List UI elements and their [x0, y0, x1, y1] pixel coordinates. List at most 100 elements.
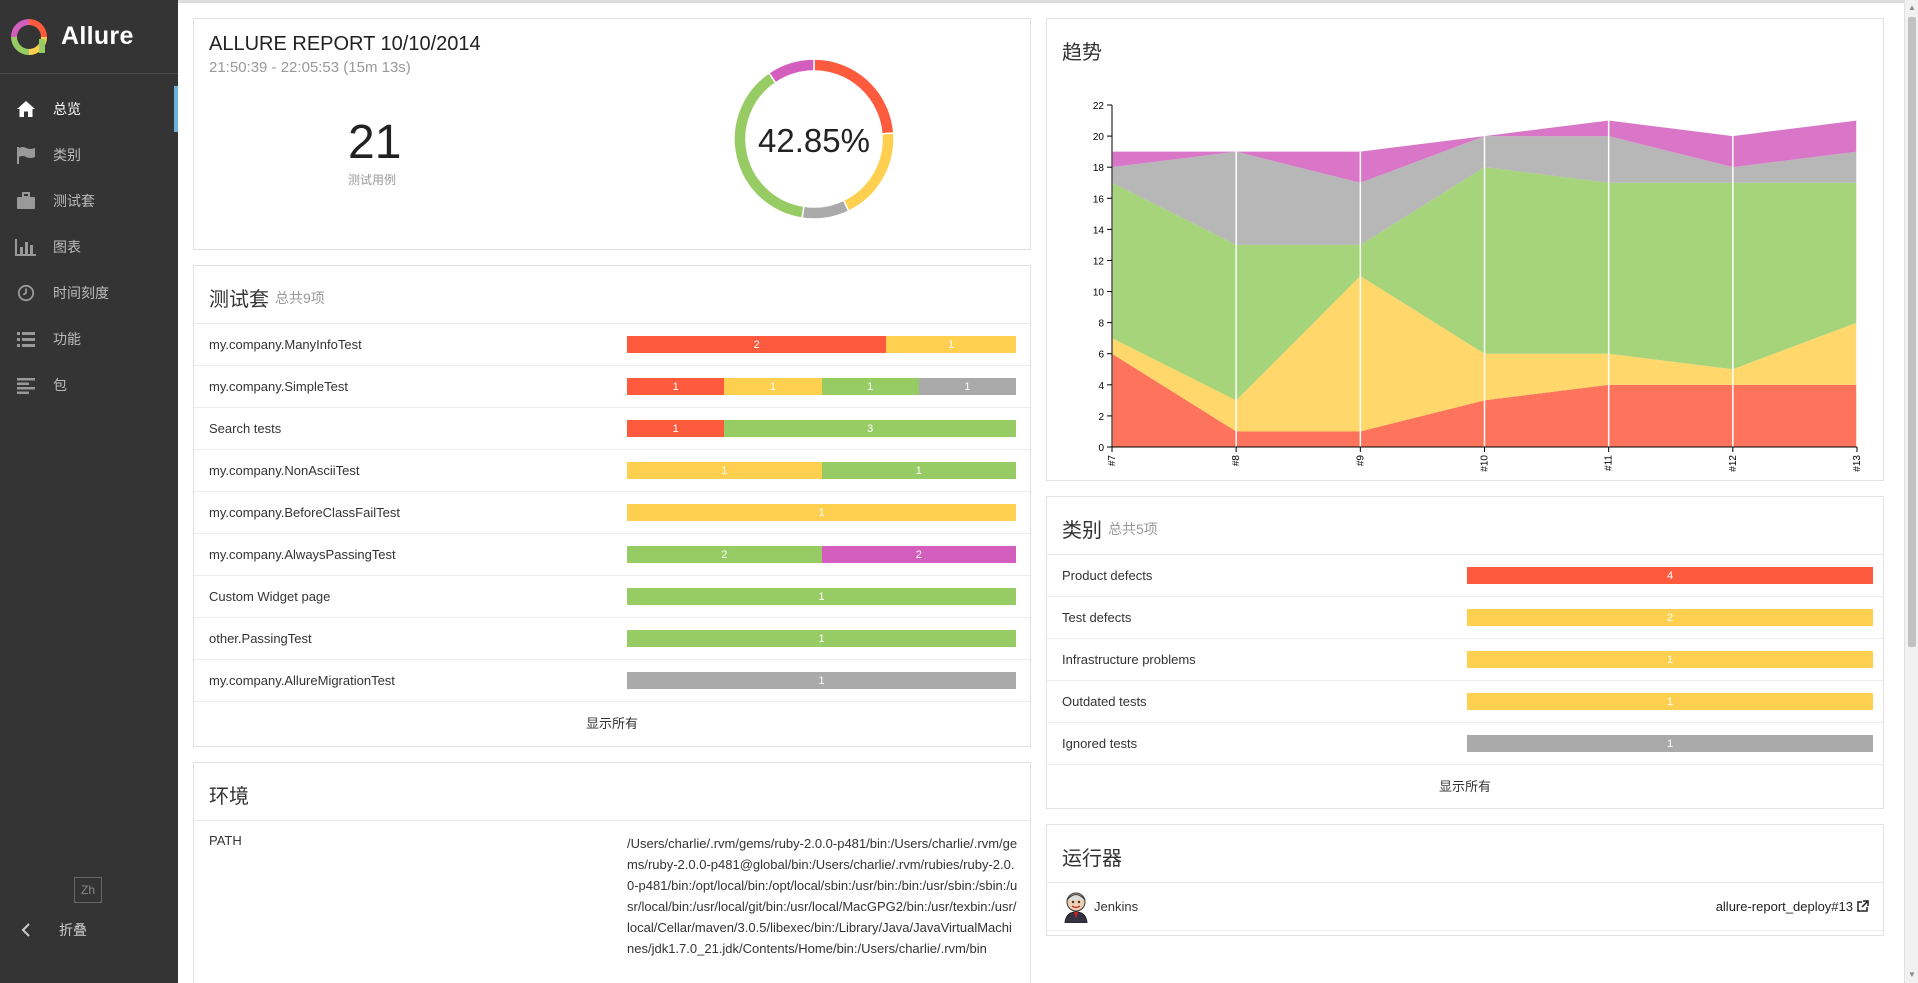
- environment-title: 环境: [194, 763, 1030, 821]
- nav-label: 类别: [53, 147, 81, 163]
- categories-row-name: Infrastructure problems: [1062, 652, 1196, 667]
- nav-label: 包: [53, 377, 67, 393]
- trend-area-unknown[interactable]: [1112, 120, 1857, 183]
- executors-title-text: 运行器: [1062, 848, 1122, 870]
- language-button[interactable]: Zh: [74, 877, 102, 903]
- nav-item-packages[interactable]: 包: [0, 362, 178, 408]
- nav-item-timeline[interactable]: 时间刻度: [0, 270, 178, 316]
- categories-row[interactable]: Infrastructure problems 1: [1047, 639, 1883, 681]
- suites-row[interactable]: other.PassingTest 1: [194, 618, 1030, 660]
- suites-row[interactable]: my.company.ManyInfoTest 2 1: [194, 324, 1030, 366]
- suites-row[interactable]: Search tests 1 3: [194, 408, 1030, 450]
- y-tick-label: 4: [1098, 381, 1104, 392]
- nav-item-behaviors[interactable]: 功能: [0, 316, 178, 362]
- clock-icon: [15, 283, 37, 303]
- status-segment-failed: 4: [1467, 567, 1873, 584]
- allure-logo-icon: [11, 18, 47, 55]
- external-link-icon: [1857, 900, 1869, 912]
- y-tick-label: 18: [1093, 163, 1105, 174]
- suites-show-all-link[interactable]: 显示所有: [585, 715, 638, 731]
- categories-title: 类别 总共5项: [1047, 497, 1883, 555]
- status-segment-failed: 1: [627, 420, 725, 437]
- x-tick-label: #11: [1604, 455, 1615, 471]
- suites-row[interactable]: my.company.NonAsciiTest 1 1: [194, 450, 1030, 492]
- main-content: ALLURE REPORT 10/10/2014 21:50:39 - 22:0…: [178, 0, 1918, 983]
- status-segment-broken: 1: [886, 336, 1016, 353]
- executors-title: 运行器: [1047, 825, 1883, 883]
- status-segment-skipped: 1: [627, 672, 1016, 689]
- trend-title: 趋势: [1047, 19, 1883, 77]
- status-segment-unknown: 2: [821, 546, 1016, 563]
- y-tick-label: 0: [1098, 443, 1104, 454]
- categories-row-name: Ignored tests: [1062, 736, 1138, 751]
- suites-row[interactable]: my.company.BeforeClassFailTest 1: [194, 492, 1030, 534]
- nav-item-categories[interactable]: 类别: [0, 132, 178, 178]
- env-key: PATH: [209, 833, 242, 848]
- executors-widget: 运行器 Jenkins allure-report_deploy#13: [1046, 824, 1884, 936]
- categories-widget: 类别 总共5项 Product defects 4 Test defects 2 Inf…: [1046, 496, 1884, 809]
- donut-slice-skipped[interactable]: [801, 199, 850, 220]
- collapse-button[interactable]: 折叠: [15, 918, 87, 942]
- status-segment-broken: 1: [724, 378, 822, 395]
- nav-label: 功能: [53, 331, 81, 347]
- nav-label: 图表: [53, 239, 81, 255]
- suites-list: my.company.ManyInfoTest 2 1 my.company.Simp…: [194, 324, 1030, 702]
- suites-row[interactable]: Custom Widget page 1: [194, 576, 1030, 618]
- executor-name: Jenkins: [1094, 899, 1139, 914]
- list-icon: [15, 329, 37, 349]
- suites-row[interactable]: my.company.AlwaysPassingTest 2 2: [194, 534, 1030, 576]
- suites-status-bar: 1: [627, 588, 1016, 605]
- suites-count: 总共9项: [275, 290, 325, 306]
- suites-status-bar: 1: [627, 672, 1016, 689]
- donut-slice-unknown[interactable]: [767, 58, 815, 84]
- nav-menu: 总览 类别 测试套 图表 时间刻度: [0, 86, 178, 408]
- test-count-label: 测试用例: [348, 173, 397, 187]
- status-segment-broken: 2: [1467, 609, 1873, 626]
- page-scrollbar[interactable]: ▲ ▼: [1904, 0, 1918, 983]
- brand[interactable]: Allure: [0, 0, 178, 74]
- status-segment-skipped: 1: [918, 378, 1016, 395]
- categories-status-bar: 4: [1467, 567, 1873, 584]
- executor-build-link[interactable]: allure-report_deploy#13: [1716, 899, 1869, 914]
- jenkins-avatar-icon: [1064, 892, 1088, 923]
- suites-row[interactable]: my.company.AllureMigrationTest 1: [194, 660, 1030, 702]
- y-tick-label: 8: [1098, 319, 1104, 330]
- scroll-up-arrow-icon[interactable]: ▲: [1908, 3, 1916, 12]
- nav-item-suites[interactable]: 测试套: [0, 178, 178, 224]
- x-tick-label: #12: [1728, 455, 1739, 472]
- categories-show-all-link[interactable]: 显示所有: [1438, 778, 1491, 794]
- trend-area-skipped[interactable]: [1112, 136, 1857, 245]
- status-segment-skipped: 1: [1467, 735, 1873, 752]
- status-segment-broken: 1: [1467, 651, 1873, 668]
- nav-item-graphs[interactable]: 图表: [0, 224, 178, 270]
- categories-row[interactable]: Outdated tests 1: [1047, 681, 1883, 723]
- categories-row[interactable]: Product defects 4: [1047, 555, 1883, 597]
- categories-row[interactable]: Ignored tests 1: [1047, 723, 1883, 765]
- y-tick-label: 20: [1093, 132, 1105, 143]
- suites-row-name: my.company.AlwaysPassingTest: [209, 547, 396, 562]
- suites-title: 测试套 总共9项: [194, 266, 1030, 324]
- success-rate: 42.85%: [758, 122, 870, 159]
- y-tick-label: 16: [1093, 194, 1105, 205]
- report-title: ALLURE REPORT 10/10/2014: [209, 33, 481, 55]
- x-tick-label: #13: [1852, 455, 1863, 472]
- status-segment-passed: 1: [821, 462, 1016, 479]
- categories-row[interactable]: Test defects 2: [1047, 597, 1883, 639]
- status-segment-failed: 2: [627, 336, 887, 353]
- report-time: 21:50:39 - 22:05:53 (15m 13s): [209, 59, 411, 76]
- suites-row[interactable]: my.company.SimpleTest 1 1 1 1: [194, 366, 1030, 408]
- categories-row-name: Product defects: [1062, 568, 1153, 583]
- nav-label: 时间刻度: [53, 285, 109, 301]
- nav-label: 总览: [53, 101, 81, 117]
- suites-widget: 测试套 总共9项 my.company.ManyInfoTest 2 1 my.com…: [193, 265, 1031, 747]
- summary-donut-chart: [733, 58, 895, 220]
- nav-item-overview[interactable]: 总览: [0, 86, 178, 132]
- scroll-down-arrow-icon[interactable]: ▼: [1908, 970, 1916, 979]
- suites-row-name: other.PassingTest: [209, 631, 312, 646]
- environment-title-text: 环境: [209, 786, 249, 808]
- scrollbar-thumb[interactable]: [1908, 17, 1916, 647]
